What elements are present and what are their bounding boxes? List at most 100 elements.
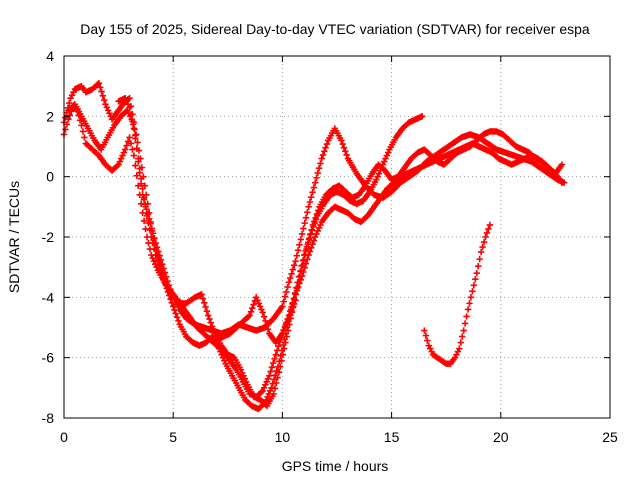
data-point-marker bbox=[289, 304, 297, 311]
data-point-marker bbox=[266, 387, 274, 395]
data-point-marker bbox=[202, 303, 209, 311]
data-point-marker bbox=[114, 162, 121, 170]
data-point-marker bbox=[130, 125, 138, 132]
data-point-marker bbox=[279, 351, 287, 358]
data-point-marker bbox=[271, 355, 278, 363]
data-point-marker bbox=[343, 151, 350, 159]
data-point-marker bbox=[339, 140, 346, 148]
data-point-marker bbox=[469, 288, 476, 295]
data-point-marker bbox=[221, 357, 228, 364]
data-point-marker bbox=[142, 203, 149, 211]
data-point-marker bbox=[456, 345, 463, 352]
data-point-marker bbox=[424, 337, 431, 344]
data-point-marker bbox=[287, 311, 294, 319]
data-point-marker bbox=[256, 303, 264, 310]
data-point-marker bbox=[158, 271, 165, 278]
data-point-marker bbox=[81, 134, 88, 141]
data-point-marker bbox=[137, 200, 145, 208]
data-point-marker bbox=[293, 252, 301, 259]
x-tick-label: 25 bbox=[602, 429, 618, 445]
data-point-marker bbox=[294, 247, 302, 254]
y-tick-label: 4 bbox=[46, 48, 54, 64]
data-point-marker bbox=[311, 218, 318, 225]
data-point-marker bbox=[152, 251, 159, 259]
data-point-marker bbox=[246, 312, 253, 319]
data-point-marker bbox=[315, 165, 323, 172]
data-point-marker bbox=[103, 104, 111, 111]
y-axis-label: SDTVAR / TECUs bbox=[6, 181, 22, 293]
data-point-marker bbox=[140, 194, 148, 201]
data-point-marker bbox=[285, 279, 293, 286]
data-point-marker bbox=[66, 99, 73, 107]
data-point-marker bbox=[203, 308, 211, 315]
data-point-marker bbox=[207, 319, 214, 326]
data-point-marker bbox=[460, 327, 467, 334]
data-point-marker bbox=[148, 233, 155, 241]
data-point-marker bbox=[245, 313, 252, 320]
data-point-marker bbox=[374, 173, 381, 180]
data-point-marker bbox=[300, 225, 307, 232]
data-point-marker bbox=[380, 158, 388, 165]
data-point-marker bbox=[307, 231, 314, 238]
data-point-marker bbox=[210, 326, 217, 334]
data-point-marker bbox=[173, 314, 181, 321]
data-point-marker bbox=[289, 266, 297, 273]
data-point-marker bbox=[254, 297, 261, 304]
data-point-marker bbox=[274, 374, 281, 381]
data-series bbox=[60, 79, 568, 413]
data-point-marker bbox=[297, 236, 304, 243]
data-point-marker bbox=[373, 176, 380, 183]
y-tick-label: -8 bbox=[42, 410, 55, 426]
y-tick-label: -4 bbox=[42, 289, 55, 305]
x-tick-label: 20 bbox=[493, 429, 509, 445]
x-tick-label: 0 bbox=[60, 429, 68, 445]
data-point-marker bbox=[98, 88, 105, 95]
grid bbox=[64, 56, 610, 418]
data-point-marker bbox=[284, 283, 291, 291]
data-point-marker bbox=[308, 244, 315, 252]
series-6 bbox=[213, 294, 299, 346]
data-point-marker bbox=[461, 320, 469, 327]
data-point-marker bbox=[268, 364, 276, 371]
data-point-marker bbox=[129, 146, 136, 153]
data-point-marker bbox=[159, 275, 167, 282]
data-point-marker bbox=[259, 309, 266, 316]
data-point-marker bbox=[473, 270, 480, 277]
series-4 bbox=[115, 95, 566, 410]
data-point-marker bbox=[258, 388, 265, 396]
data-point-marker bbox=[258, 306, 265, 313]
x-tick-label: 5 bbox=[169, 429, 177, 445]
data-point-marker bbox=[271, 385, 279, 392]
data-point-marker bbox=[95, 79, 103, 87]
data-point-marker bbox=[309, 189, 316, 196]
data-point-marker bbox=[199, 295, 207, 302]
data-point-marker bbox=[263, 321, 270, 329]
data-point-marker bbox=[145, 219, 152, 227]
data-point-marker bbox=[65, 116, 72, 123]
data-point-marker bbox=[485, 225, 492, 233]
data-point-marker bbox=[208, 323, 216, 330]
data-point-marker bbox=[312, 214, 319, 221]
data-point-marker bbox=[104, 107, 112, 114]
data-point-marker bbox=[483, 229, 491, 237]
data-point-marker bbox=[299, 262, 306, 269]
data-point-marker bbox=[171, 306, 178, 314]
data-point-marker bbox=[170, 303, 177, 310]
data-point-marker bbox=[263, 378, 270, 385]
data-point-marker bbox=[459, 333, 466, 340]
data-point-marker bbox=[486, 221, 494, 229]
data-point-marker bbox=[311, 233, 319, 241]
data-point-marker bbox=[130, 152, 138, 159]
data-point-marker bbox=[313, 230, 320, 238]
data-point-marker bbox=[123, 142, 130, 149]
data-point-marker bbox=[119, 152, 126, 159]
data-point-marker bbox=[314, 169, 321, 177]
data-point-marker bbox=[294, 285, 301, 292]
data-point-marker bbox=[100, 96, 108, 104]
data-point-marker bbox=[278, 357, 285, 364]
data-point-marker bbox=[317, 160, 324, 167]
chart-title: Day 155 of 2025, Sidereal Day-to-day VTE… bbox=[80, 21, 590, 37]
data-point-marker bbox=[342, 148, 349, 155]
data-point-marker bbox=[283, 288, 290, 296]
data-point-marker bbox=[466, 300, 473, 307]
